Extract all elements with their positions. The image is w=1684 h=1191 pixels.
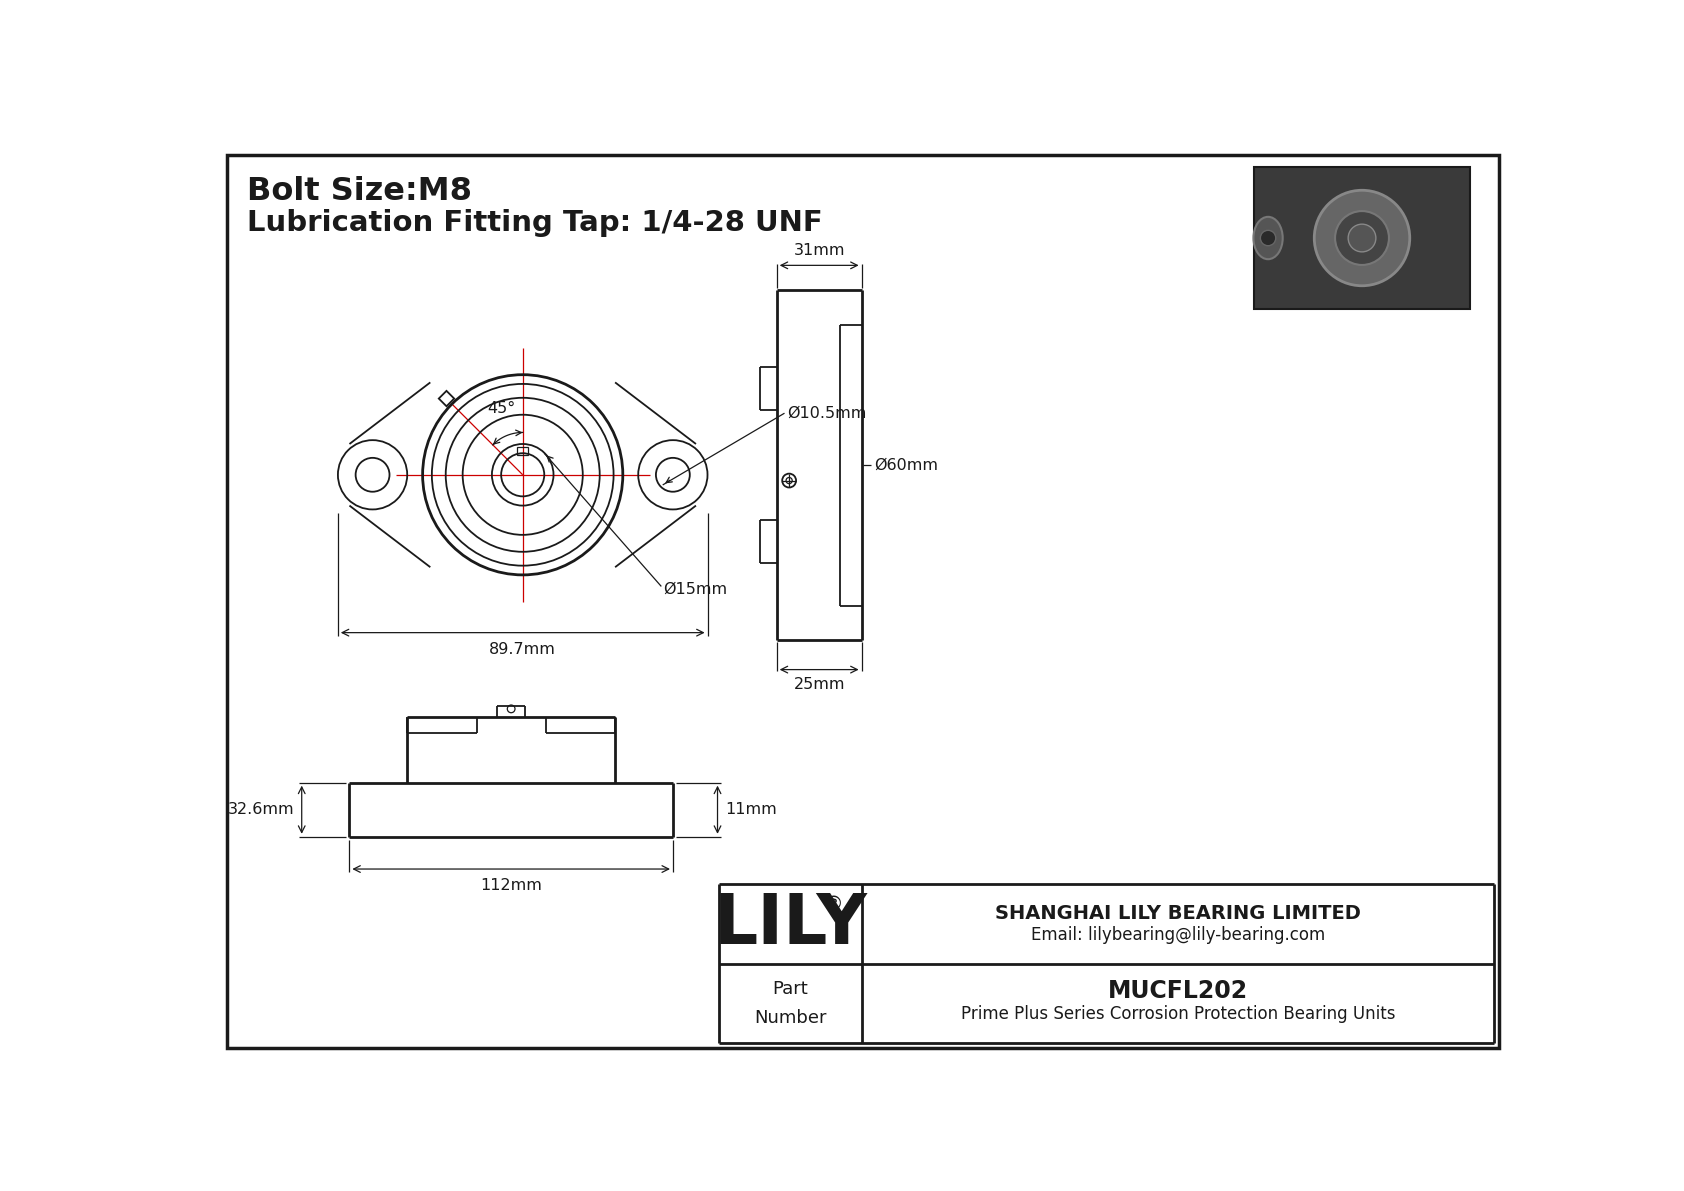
Text: 112mm: 112mm <box>480 878 542 892</box>
Circle shape <box>1314 191 1410 286</box>
Text: 89.7mm: 89.7mm <box>490 642 556 657</box>
Text: Ø15mm: Ø15mm <box>663 581 727 597</box>
Text: 11mm: 11mm <box>726 803 776 817</box>
Text: 25mm: 25mm <box>793 678 845 692</box>
Text: MUCFL202: MUCFL202 <box>1108 979 1248 1003</box>
Text: Email: lilybearing@lily-bearing.com: Email: lilybearing@lily-bearing.com <box>1031 925 1325 943</box>
Bar <box>1255 167 1470 310</box>
Text: 31mm: 31mm <box>793 243 845 258</box>
Circle shape <box>1335 211 1389 264</box>
Text: Ø60mm: Ø60mm <box>874 457 938 473</box>
Text: SHANGHAI LILY BEARING LIMITED: SHANGHAI LILY BEARING LIMITED <box>995 904 1361 923</box>
Text: Part
Number: Part Number <box>754 980 827 1027</box>
Text: Lubrication Fitting Tap: 1/4-28 UNF: Lubrication Fitting Tap: 1/4-28 UNF <box>248 210 823 237</box>
Ellipse shape <box>1253 217 1283 260</box>
Text: ®: ® <box>823 894 844 913</box>
Circle shape <box>1260 230 1276 245</box>
Text: LILY: LILY <box>714 891 867 958</box>
Circle shape <box>1349 224 1376 251</box>
Text: 45°: 45° <box>487 400 515 416</box>
Text: Ø10.5mm: Ø10.5mm <box>788 406 867 420</box>
Text: Prime Plus Series Corrosion Protection Bearing Units: Prime Plus Series Corrosion Protection B… <box>962 1005 1396 1023</box>
Text: 32.6mm: 32.6mm <box>227 803 295 817</box>
Text: Bolt Size:M8: Bolt Size:M8 <box>248 176 472 207</box>
Bar <box>517 447 529 455</box>
